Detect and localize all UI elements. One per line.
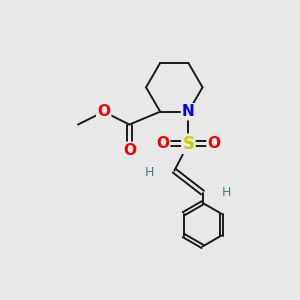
Text: H: H (222, 186, 232, 199)
Text: O: O (156, 136, 169, 151)
Text: S: S (182, 135, 194, 153)
Text: O: O (97, 104, 110, 119)
Text: N: N (182, 104, 195, 119)
Text: O: O (123, 143, 136, 158)
Text: H: H (145, 166, 154, 178)
Text: O: O (208, 136, 220, 151)
